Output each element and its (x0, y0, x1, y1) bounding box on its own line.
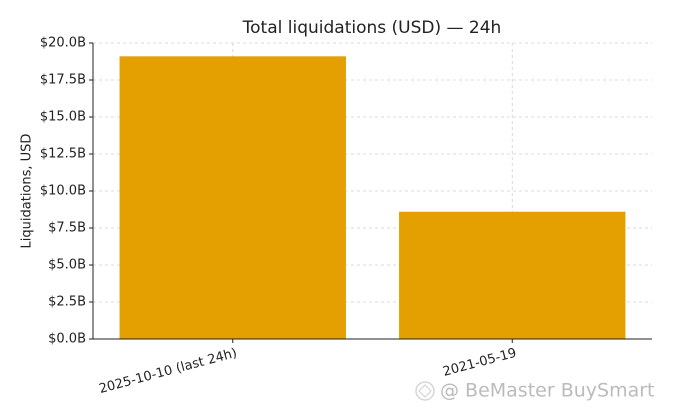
y-axis-label: Liquidations, USD (20, 134, 35, 249)
y-tick-label: $20.0B (40, 36, 86, 51)
x-tick-label: 2025-10-10 (last 24h) (97, 346, 238, 397)
bar (399, 211, 626, 339)
x-tick-label: 2021-05-19 (441, 346, 518, 380)
watermark-icon (415, 381, 435, 401)
y-tick-label: $12.5B (40, 147, 86, 162)
y-tick-label: $15.0B (40, 110, 86, 125)
watermark: @ BeMaster BuySmart (440, 380, 654, 402)
y-tick-label: $17.5B (40, 73, 86, 88)
y-tick-label: $5.0B (48, 258, 86, 273)
y-tick-label: $2.5B (48, 295, 86, 310)
y-tick-label: $10.0B (40, 184, 86, 199)
bar (119, 56, 346, 339)
y-tick-label: $7.5B (48, 221, 86, 236)
y-tick-label: $0.0B (48, 332, 86, 347)
chart-title: Total liquidations (USD) — 24h (242, 18, 502, 38)
